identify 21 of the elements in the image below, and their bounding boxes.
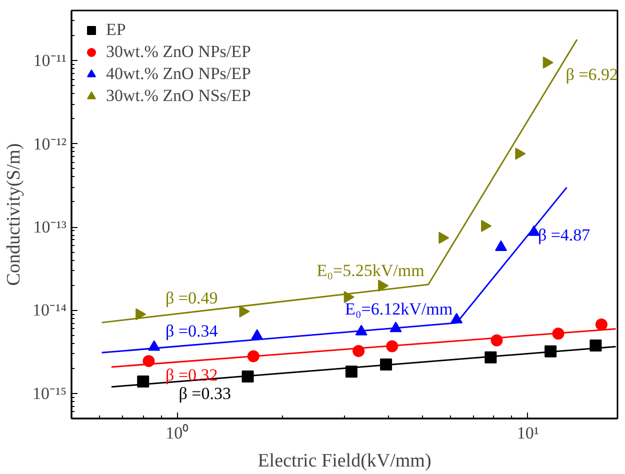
annotation: β =4.87: [538, 226, 591, 245]
annotation: E₀=6.12kV/mm: [344, 299, 453, 318]
y-tick-label: 10⁻¹³: [33, 218, 67, 237]
annotation: β =6.92: [566, 65, 618, 84]
legend-label: 30wt.% ZnO NSs/EP: [106, 86, 251, 106]
legend-label: 40wt.% ZnO NPs/EP: [106, 64, 251, 84]
annotation: β =0.32: [166, 365, 218, 384]
y-tick-label: 10⁻¹¹: [33, 51, 67, 70]
y-tick-label: 10⁻¹²: [33, 134, 67, 154]
x-tick-label: 10⁰: [166, 424, 189, 442]
legend-label: EP: [106, 20, 126, 40]
legend-label: 30wt.% ZnO NPs/EP: [106, 42, 251, 62]
y-tick-label: 10⁻¹⁵: [32, 384, 67, 403]
annotation: E₀=5.25kV/mm: [316, 260, 424, 280]
annotation: β =0.33: [178, 384, 232, 403]
y-axis-title: Conductivity(S/m): [3, 143, 24, 286]
annotation: β =0.34: [166, 322, 218, 341]
x-tick-label: 10¹: [516, 424, 540, 442]
annotation: β =0.49: [166, 288, 218, 308]
x-axis-title: Electric Field(kV/mm): [258, 450, 432, 472]
y-tick-label: 10⁻¹⁴: [32, 300, 67, 320]
